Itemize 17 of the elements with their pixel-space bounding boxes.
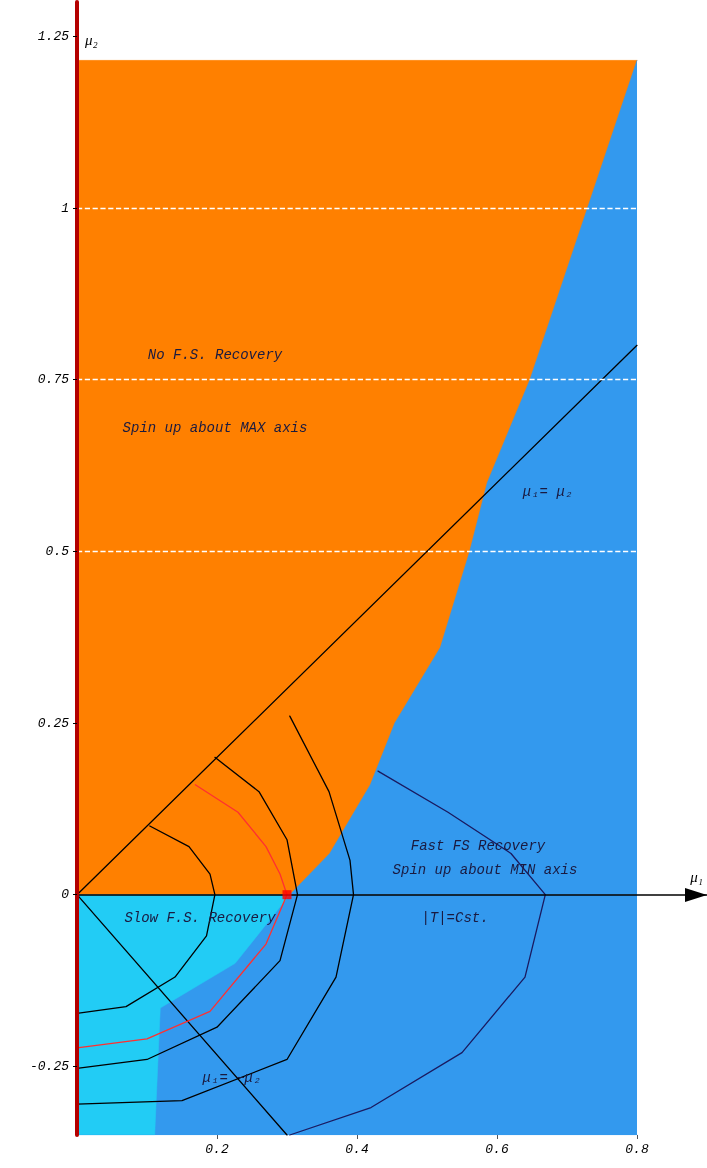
annotation: No F.S. Recovery xyxy=(147,347,283,363)
y-tick-label: 0.5 xyxy=(45,543,70,559)
y-tick-label: 1.25 xyxy=(37,28,70,44)
annotation: Spin up about MAX axis xyxy=(122,420,308,436)
y-tick-label: 1 xyxy=(61,200,69,216)
x-tick-label: 0.6 xyxy=(485,1142,509,1157)
annotation: |T|=Cst. xyxy=(421,910,489,926)
y-tick-label: 0.25 xyxy=(37,715,70,731)
annotation: μ₁= μ₂ xyxy=(521,484,574,500)
y-tick-label: 0 xyxy=(61,887,70,903)
x-tick-label: 0.8 xyxy=(625,1142,649,1157)
x-tick-label: 0.2 xyxy=(205,1142,229,1157)
y-axis-title: μ₂ xyxy=(84,32,98,48)
y-tick-label: -0.25 xyxy=(29,1058,70,1074)
x-tick-label: 0.4 xyxy=(345,1142,369,1157)
y-tick-label: 0.75 xyxy=(37,372,70,388)
x-axis-title: μ₁ xyxy=(689,869,703,886)
